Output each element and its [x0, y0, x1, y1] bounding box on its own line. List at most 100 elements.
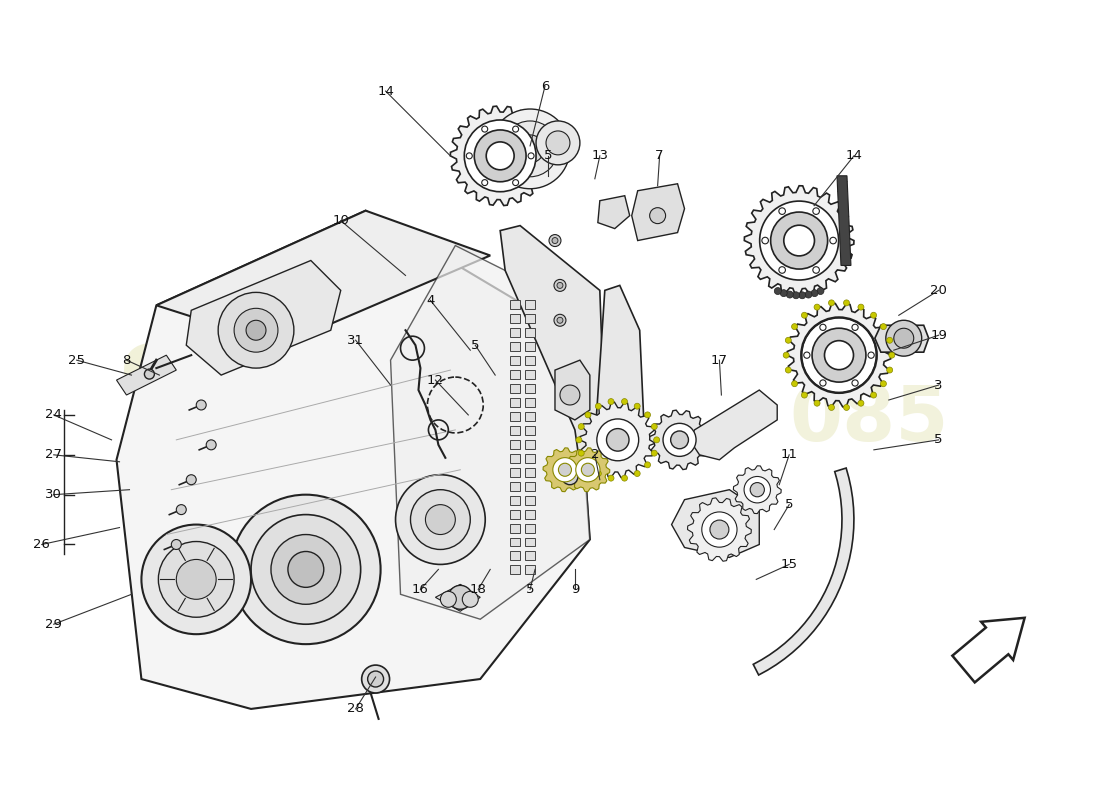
Text: 10: 10	[332, 214, 349, 227]
Circle shape	[554, 314, 565, 326]
Circle shape	[870, 312, 877, 318]
Bar	[525, 454, 535, 462]
Circle shape	[234, 308, 278, 352]
Circle shape	[651, 423, 658, 430]
Bar	[510, 300, 520, 310]
Circle shape	[546, 131, 570, 155]
Circle shape	[464, 120, 536, 192]
Bar	[525, 300, 535, 310]
Circle shape	[844, 300, 849, 306]
Bar	[510, 496, 520, 505]
Circle shape	[608, 475, 614, 481]
Bar	[525, 566, 535, 574]
Bar	[510, 523, 520, 533]
Circle shape	[645, 462, 650, 468]
Bar	[510, 440, 520, 449]
Bar	[525, 384, 535, 393]
Circle shape	[595, 470, 602, 477]
Circle shape	[887, 338, 893, 343]
Polygon shape	[543, 448, 587, 492]
Circle shape	[562, 469, 578, 485]
Circle shape	[785, 367, 791, 373]
Circle shape	[851, 380, 858, 386]
Circle shape	[817, 287, 824, 294]
Circle shape	[828, 405, 835, 410]
Circle shape	[560, 385, 580, 405]
Bar	[525, 370, 535, 379]
Bar	[510, 412, 520, 421]
Circle shape	[251, 514, 361, 624]
Bar	[510, 328, 520, 338]
Polygon shape	[953, 618, 1024, 682]
Circle shape	[579, 423, 584, 430]
Circle shape	[597, 419, 639, 461]
Circle shape	[206, 440, 217, 450]
Polygon shape	[186, 261, 341, 375]
Polygon shape	[500, 226, 605, 465]
Circle shape	[595, 403, 602, 409]
Polygon shape	[565, 448, 609, 492]
Circle shape	[362, 665, 389, 693]
Circle shape	[396, 474, 485, 565]
Circle shape	[820, 380, 826, 386]
Circle shape	[186, 474, 196, 485]
Bar	[510, 356, 520, 365]
Circle shape	[650, 208, 666, 224]
Circle shape	[581, 463, 594, 476]
Circle shape	[811, 290, 818, 297]
Circle shape	[246, 320, 266, 340]
Circle shape	[176, 559, 217, 599]
Circle shape	[820, 324, 826, 330]
Circle shape	[880, 381, 887, 386]
Polygon shape	[390, 246, 590, 619]
Circle shape	[858, 400, 864, 406]
Circle shape	[486, 142, 514, 170]
Text: 16: 16	[412, 583, 429, 596]
Text: 2: 2	[591, 448, 600, 462]
Bar	[525, 356, 535, 365]
Circle shape	[536, 121, 580, 165]
Circle shape	[887, 367, 893, 373]
Circle shape	[231, 494, 381, 644]
Bar	[510, 398, 520, 407]
Text: 4: 4	[426, 294, 434, 307]
Text: 9: 9	[571, 583, 579, 596]
Circle shape	[176, 505, 186, 514]
Polygon shape	[837, 176, 851, 266]
Circle shape	[792, 381, 798, 386]
Polygon shape	[580, 402, 656, 478]
Circle shape	[554, 279, 565, 291]
Bar	[510, 454, 520, 462]
Circle shape	[802, 312, 807, 318]
Text: 30: 30	[45, 488, 63, 501]
Text: europarts: europarts	[120, 324, 641, 416]
Circle shape	[462, 591, 478, 607]
Circle shape	[762, 238, 769, 244]
Text: 7: 7	[656, 150, 664, 162]
Circle shape	[606, 429, 629, 451]
Circle shape	[576, 437, 582, 443]
Polygon shape	[117, 210, 590, 709]
Bar	[525, 551, 535, 561]
Text: 27: 27	[45, 448, 63, 462]
Circle shape	[760, 201, 838, 280]
Polygon shape	[595, 286, 645, 448]
Circle shape	[702, 512, 737, 547]
Text: 24: 24	[45, 409, 63, 422]
Bar	[510, 510, 520, 518]
Bar	[525, 496, 535, 505]
Text: 5: 5	[785, 498, 793, 511]
Circle shape	[710, 520, 729, 539]
Bar	[510, 314, 520, 323]
Circle shape	[802, 318, 877, 393]
Circle shape	[271, 534, 341, 604]
Text: a passion for parts: a passion for parts	[212, 413, 549, 447]
Bar	[510, 468, 520, 477]
Circle shape	[635, 403, 640, 409]
Circle shape	[553, 458, 578, 482]
Text: 11: 11	[781, 448, 798, 462]
Circle shape	[196, 400, 206, 410]
Bar	[525, 538, 535, 546]
Polygon shape	[556, 360, 590, 420]
Polygon shape	[650, 410, 710, 470]
